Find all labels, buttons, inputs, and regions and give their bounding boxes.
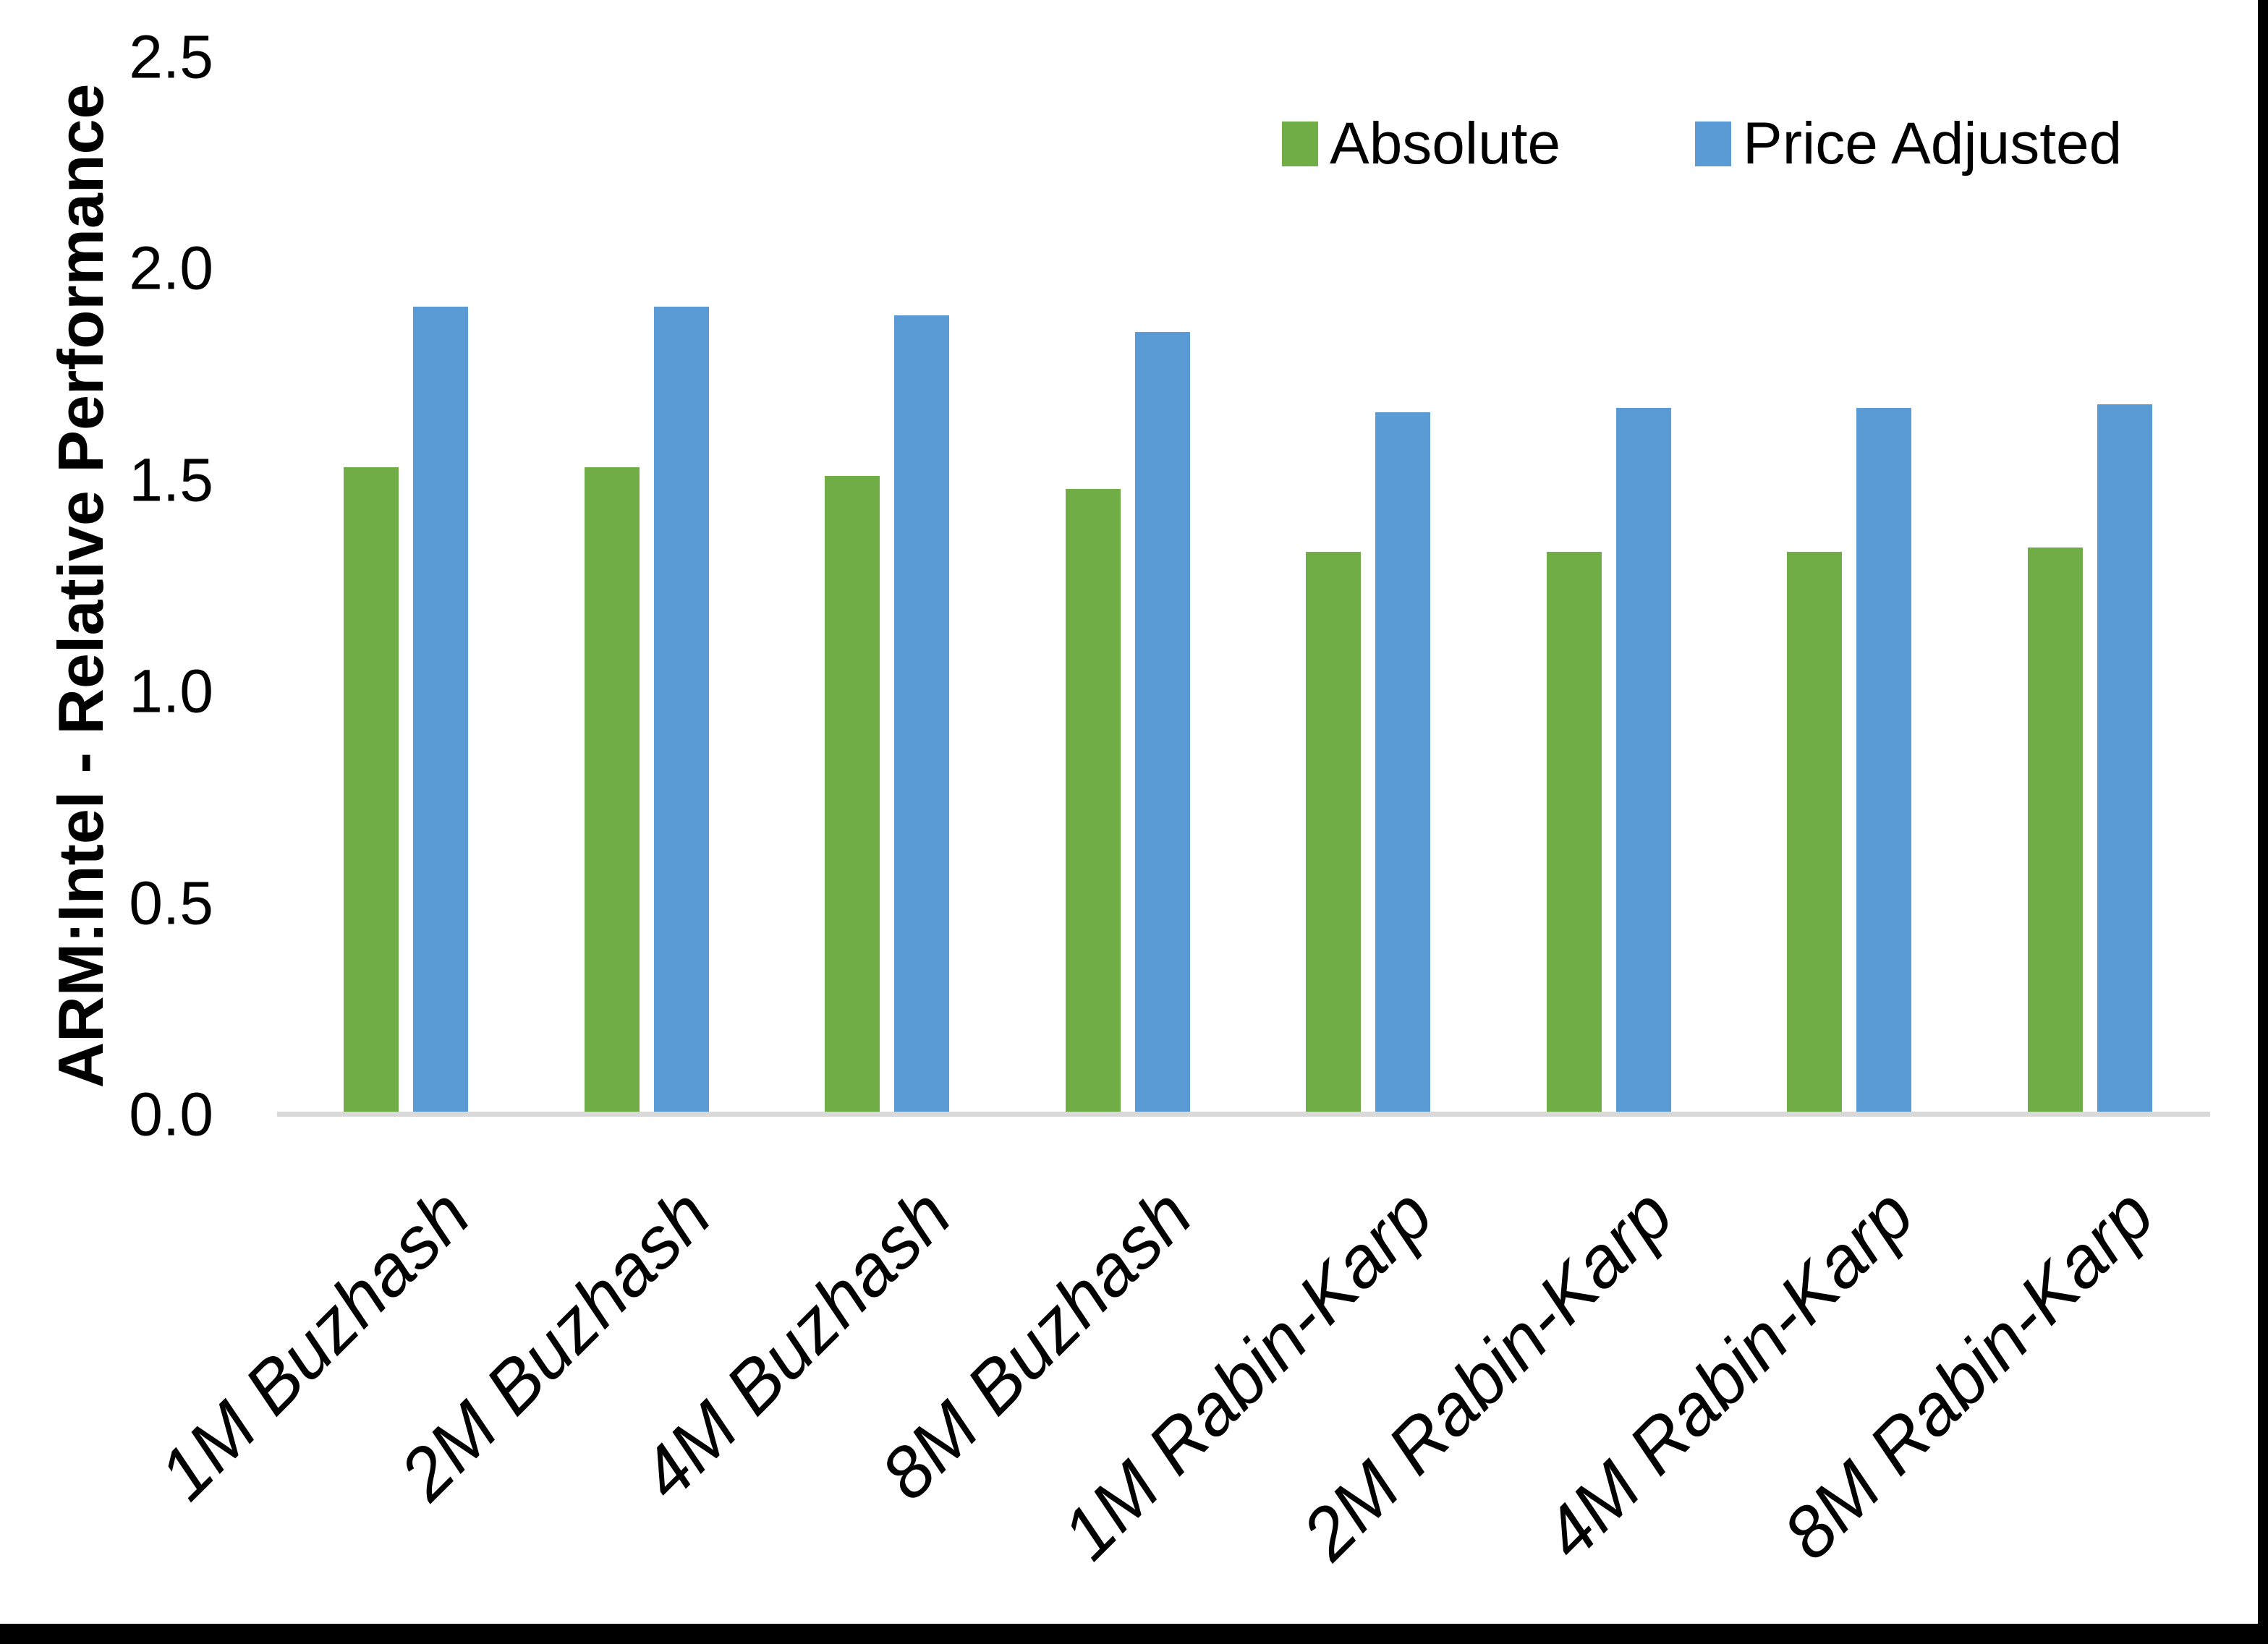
bar-absolute-8m-rabin-karp (2027, 548, 2083, 1115)
bar-group-2m-rabin-karp (1489, 57, 1730, 1115)
bar-price-adjusted-2m-buzhash (653, 307, 709, 1115)
bar-groups (286, 57, 2210, 1115)
bar-group-4m-rabin-karp (1729, 57, 1970, 1115)
legend-swatch-absolute (1282, 122, 1318, 166)
y-tick-label-2.0: 2.0 (129, 234, 213, 302)
x-axis-category-labels: 1M Buzhash 2M Buzhash 4M Buzhash 8M Buzhash… (144, 1173, 2210, 1622)
bar-price-adjusted-2m-rabin-karp (1615, 408, 1671, 1115)
bar-group-1m-rabin-karp (1248, 57, 1489, 1115)
bar-group-2m-buzhash (527, 57, 768, 1115)
bar-absolute-2m-buzhash (584, 467, 640, 1115)
y-tick-label-2.5: 2.5 (129, 22, 213, 91)
plot-area (277, 57, 2210, 1117)
bar-absolute-1m-rabin-karp (1306, 552, 1362, 1115)
legend-swatch-price-adjusted (1695, 122, 1731, 166)
y-tick-label-0.5: 0.5 (129, 869, 213, 937)
bar-absolute-2m-rabin-karp (1546, 552, 1602, 1115)
bar-absolute-4m-rabin-karp (1787, 552, 1843, 1115)
legend-label-absolute: Absolute (1330, 111, 1561, 176)
bar-absolute-8m-buzhash (1065, 488, 1121, 1115)
bar-group-8m-buzhash (1008, 57, 1249, 1115)
bar-price-adjusted-1m-buzhash (413, 307, 469, 1115)
bar-group-8m-rabin-karp (1970, 57, 2211, 1115)
bar-price-adjusted-1m-rabin-karp (1375, 412, 1431, 1115)
x-axis-line (277, 1112, 2210, 1117)
bar-price-adjusted-8m-buzhash (1134, 332, 1190, 1115)
legend-label-price-adjusted: Price Adjusted (1743, 111, 2123, 176)
bar-price-adjusted-4m-rabin-karp (1856, 408, 1912, 1115)
bar-group-4m-buzhash (767, 57, 1008, 1115)
legend-item-price-adjusted: Price Adjusted (1695, 111, 2123, 176)
y-axis-tick-labels: 0.0 0.5 1.0 1.5 2.0 2.5 (0, 23, 213, 1149)
legend-item-absolute: Absolute (1282, 111, 1561, 176)
bar-price-adjusted-4m-buzhash (894, 315, 950, 1115)
bar-absolute-4m-buzhash (825, 475, 880, 1115)
y-tick-label-1.0: 1.0 (129, 657, 213, 725)
bar-group-1m-buzhash (286, 57, 527, 1115)
y-tick-label-1.5: 1.5 (129, 446, 213, 514)
y-tick-label-0.0: 0.0 (129, 1080, 213, 1149)
bar-absolute-1m-buzhash (344, 467, 399, 1115)
bar-price-adjusted-8m-rabin-karp (2097, 404, 2152, 1115)
